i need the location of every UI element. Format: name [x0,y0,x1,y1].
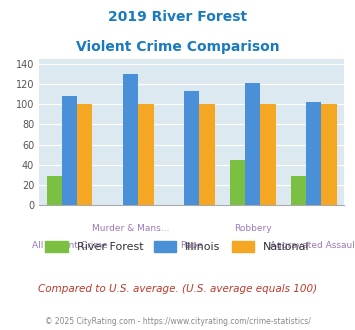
Bar [62,96,77,205]
Bar [291,176,306,205]
Text: Compared to U.S. average. (U.S. average equals 100): Compared to U.S. average. (U.S. average … [38,284,317,294]
Bar [77,105,92,205]
Bar [123,75,138,205]
Bar [322,105,337,205]
Bar [306,102,322,205]
Bar [230,159,245,205]
Bar [47,176,62,205]
Text: Aggravated Assault: Aggravated Assault [269,241,355,250]
Text: Violent Crime Comparison: Violent Crime Comparison [76,40,279,53]
Legend: River Forest, Illinois, National: River Forest, Illinois, National [41,237,314,257]
Bar [200,105,214,205]
Text: © 2025 CityRating.com - https://www.cityrating.com/crime-statistics/: © 2025 CityRating.com - https://www.city… [45,317,310,326]
Bar [245,83,261,205]
Text: Robbery: Robbery [234,224,272,233]
Text: Murder & Mans...: Murder & Mans... [92,224,169,233]
Text: All Violent Crime: All Violent Crime [32,241,108,250]
Bar [138,105,153,205]
Bar [261,105,275,205]
Text: 2019 River Forest: 2019 River Forest [108,10,247,24]
Text: Rape: Rape [180,241,203,250]
Bar [184,91,200,205]
